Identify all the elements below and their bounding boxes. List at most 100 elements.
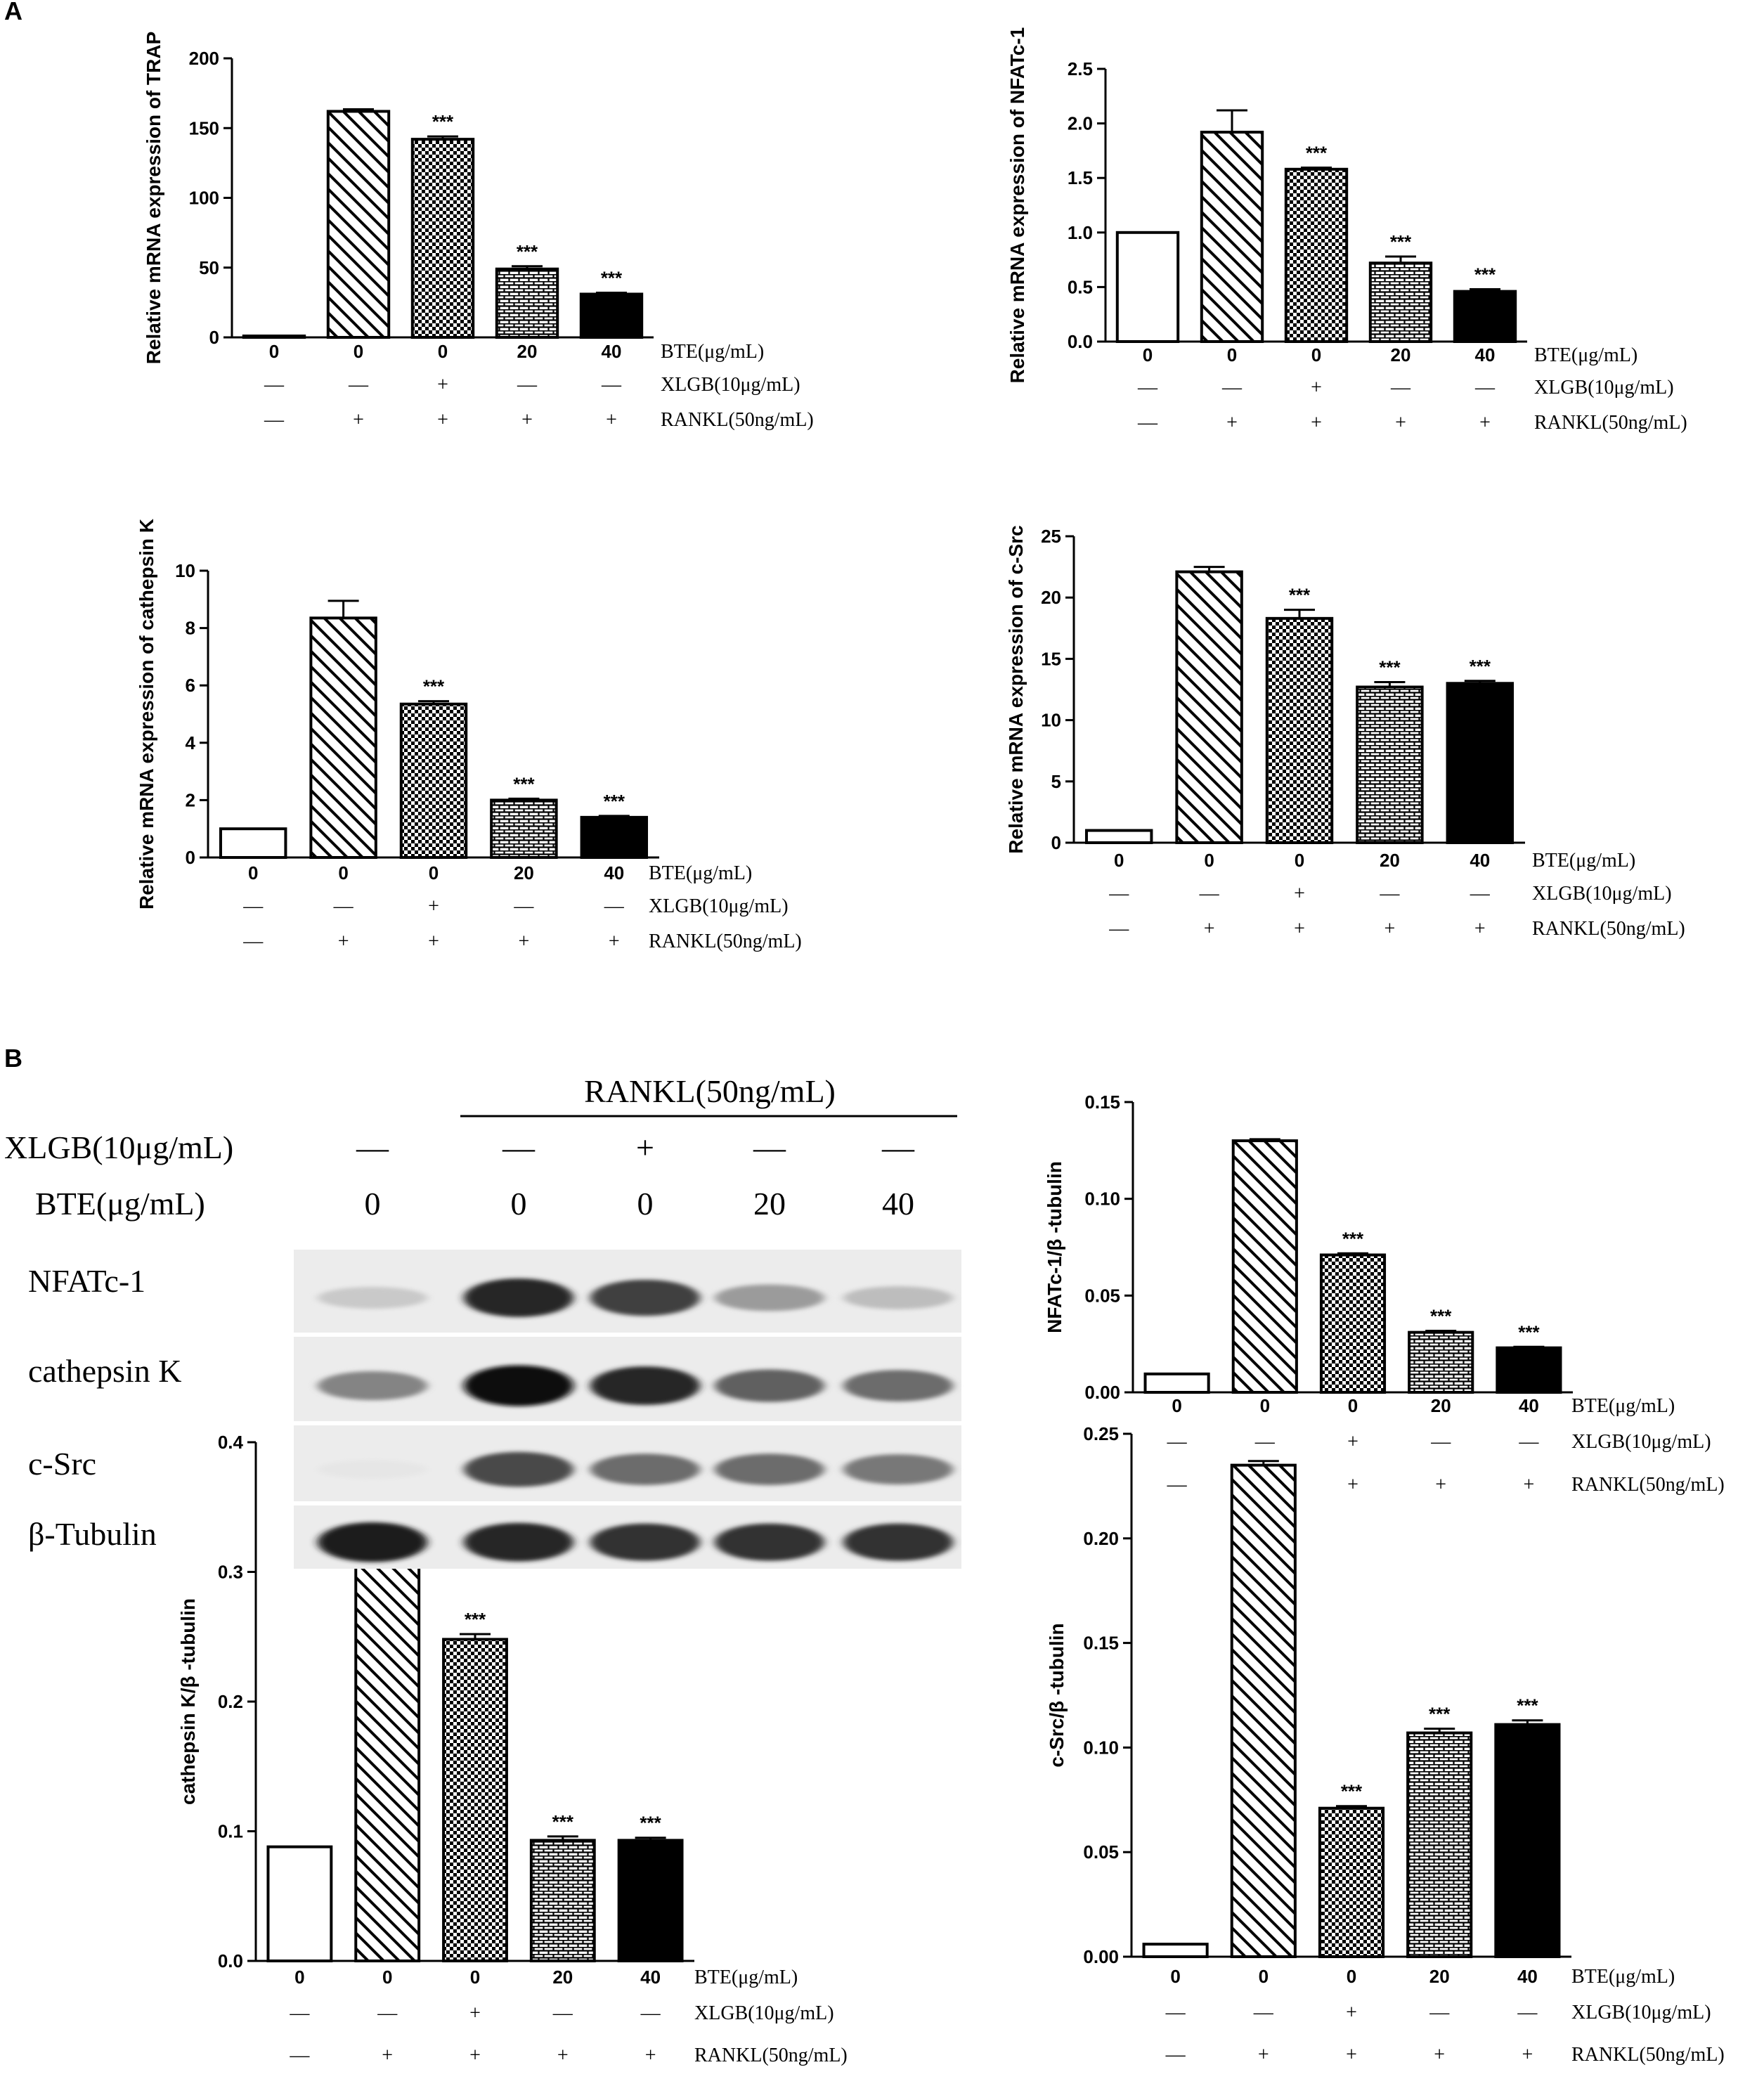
bar-1 [1230, 1463, 1297, 1958]
bte-value: 0 [1260, 1395, 1270, 1416]
blot-xlgb-value: — [356, 1129, 389, 1165]
blot-band [318, 1460, 427, 1479]
bte-value: 20 [552, 1967, 573, 1988]
condition-label: RANKL(50ng/mL) [661, 409, 814, 431]
bar-2 [1319, 1253, 1387, 1394]
xlgb-value: — [601, 374, 622, 396]
y-tick-label: 2.0 [1068, 113, 1093, 134]
bte-value: 0 [438, 341, 448, 362]
significance-mark: *** [465, 1609, 486, 1630]
significance-mark: *** [601, 267, 623, 288]
bar-1 [326, 110, 391, 339]
significance-mark: *** [1517, 1695, 1538, 1716]
y-axis-title: Relative mRNA expression of TRAP [143, 32, 164, 365]
xlgb-value: — [348, 374, 369, 396]
bte-value: 0 [1143, 344, 1153, 365]
bar-0 [1115, 231, 1180, 343]
significance-mark: *** [604, 791, 625, 812]
y-tick-label: 0.0 [218, 1950, 243, 1971]
rankl-value: + [1226, 412, 1238, 434]
bar-0 [266, 1845, 333, 1962]
bar-4 [617, 1839, 684, 1963]
rankl-value: + [1258, 2044, 1269, 2066]
rankl-value: + [1395, 412, 1406, 434]
panel-label-b: B [4, 1044, 22, 1073]
rankl-value: + [557, 2045, 569, 2066]
xlgb-value: + [1346, 2002, 1357, 2023]
bte-value: 40 [1470, 850, 1490, 871]
xlgb-value: — [513, 895, 534, 917]
significance-mark: *** [1429, 1704, 1451, 1725]
bar-3 [1406, 1731, 1473, 1959]
xlgb-value: — [517, 374, 538, 396]
bar-0 [1143, 1372, 1210, 1394]
xlgb-value: + [437, 374, 448, 396]
y-tick-label: 0.2 [218, 1691, 243, 1712]
bar-2 [442, 1638, 508, 1962]
significance-mark: *** [517, 241, 538, 262]
bar-0 [1142, 1943, 1209, 1959]
blot-bte-value: 0 [637, 1186, 654, 1222]
blot-xlgb-value: — [753, 1129, 786, 1165]
blot-bte-value: 20 [753, 1186, 786, 1222]
xlgb-value: — [289, 2002, 310, 2024]
bar-3 [490, 798, 558, 860]
rankl-value: + [1346, 2044, 1357, 2066]
y-axis-title: cathepsin K/β -tubulin [177, 1598, 199, 1805]
bte-value: 0 [1295, 850, 1304, 871]
xlgb-value: + [1347, 1431, 1358, 1453]
rankl-value: + [1204, 918, 1215, 940]
xlgb-value: — [552, 2002, 573, 2024]
xlgb-value: — [1108, 883, 1129, 905]
xlgb-value: — [1390, 377, 1411, 399]
rankl-value: + [1522, 2044, 1533, 2066]
bte-value: 20 [1431, 1395, 1451, 1416]
y-axis-title: NFATc-1/β -tubulin [1044, 1161, 1065, 1333]
y-axis-title: Relative mRNA expression of cathepsin K [136, 519, 157, 909]
western-blot: RANKL(50ng/mL) XLGB(10μg/mL) BTE(μg/mL) … [4, 1073, 961, 1569]
blot-bte-value: 0 [511, 1186, 527, 1222]
condition-label: RANKL(50ng/mL) [649, 931, 802, 952]
xlgb-value: — [1253, 2002, 1274, 2023]
rankl-value: — [289, 2045, 310, 2066]
bte-value: 20 [517, 341, 538, 362]
bar-0 [219, 827, 287, 859]
rankl-value: + [606, 409, 617, 431]
rankl-value: + [645, 2045, 656, 2066]
blot-row-label: c-Src [28, 1446, 96, 1482]
blot-band [843, 1523, 953, 1561]
condition-label: RANKL(50ng/mL) [1532, 918, 1685, 940]
bar-1 [1200, 131, 1264, 344]
rankl-value: + [382, 2045, 393, 2066]
xlgb-value: + [469, 2002, 481, 2024]
y-tick-label: 0.10 [1084, 1189, 1120, 1210]
xlgb-value: — [1430, 1431, 1451, 1453]
bar-4 [580, 815, 649, 860]
bte-value: 20 [1391, 344, 1411, 365]
y-tick-label: 1.0 [1068, 222, 1093, 243]
blot-bte-value: 40 [882, 1186, 914, 1222]
blot-band [715, 1284, 824, 1311]
blot-row-label: NFATc-1 [28, 1263, 145, 1299]
y-tick-label: 150 [189, 117, 219, 138]
bte-value: 0 [1311, 344, 1321, 365]
rankl-value: + [519, 931, 530, 952]
blot-band [590, 1523, 700, 1561]
bte-value: 40 [602, 341, 622, 362]
bar-3 [495, 267, 559, 339]
rankl-value: + [609, 931, 620, 952]
xlgb-value: — [377, 2002, 398, 2024]
condition-label: XLGB(10μg/mL) [649, 895, 789, 917]
rankl-value: + [353, 409, 364, 431]
condition-label: BTE(μg/mL) [1534, 344, 1637, 366]
bte-value: 0 [1172, 1395, 1181, 1416]
bte-value: 40 [604, 862, 624, 883]
blot-xlgb-value: — [502, 1129, 536, 1165]
significance-mark: *** [1518, 1321, 1540, 1342]
y-tick-label: 10 [1041, 710, 1061, 731]
rankl-value: + [1435, 1474, 1446, 1496]
condition-label: BTE(μg/mL) [694, 1967, 798, 1988]
y-tick-label: 6 [186, 675, 195, 696]
chart-nfatc1-mrna: 0.0 0.5 1.0 1.5 2.0 2.5 Relative mRNA expressi… [1006, 27, 1687, 434]
